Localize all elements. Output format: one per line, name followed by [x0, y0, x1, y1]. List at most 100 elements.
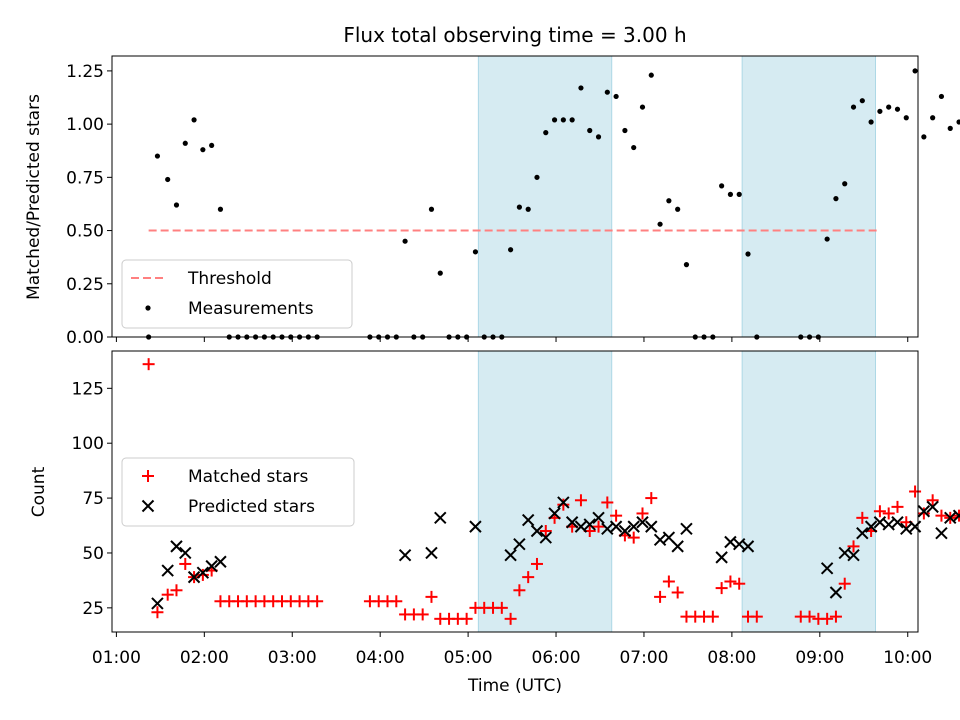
chart-title: Flux total observing time = 3.00 h: [343, 23, 686, 47]
shaded-interval: [741, 350, 877, 633]
legend-measurement-swatch: [145, 305, 151, 311]
top-ytick-label: 1.25: [66, 62, 104, 82]
bottom-ytick-label: 75: [82, 489, 104, 509]
matched-star-point: [829, 610, 842, 623]
matched-star-point: [847, 540, 860, 553]
measurement-point: [560, 117, 566, 123]
matched-star-point: [627, 531, 640, 544]
matched-star-point: [856, 511, 869, 524]
top-ytick-label: 0.25: [66, 275, 104, 295]
predicted-star-point: [856, 527, 869, 540]
predicted-star-point: [636, 516, 649, 529]
measurement-point: [666, 198, 672, 204]
legend-label: Threshold: [187, 269, 272, 289]
matched-star-point: [161, 588, 174, 601]
predicted-star-point: [151, 597, 164, 610]
measurement-point: [947, 125, 953, 131]
measurement-point: [578, 85, 584, 91]
measurement-point: [639, 104, 646, 110]
predicted-star-point: [715, 551, 728, 564]
x-axis-label: Time (UTC): [467, 676, 562, 696]
predicted-star-point: [671, 540, 684, 553]
top-ytick-label: 0.00: [66, 328, 104, 348]
measurement-point: [534, 174, 540, 180]
predicted-star-point: [926, 500, 939, 514]
top-y-axis-label: Matched/Predicted stars: [24, 94, 44, 300]
predicted-star-point: [179, 546, 192, 560]
measurement-point: [543, 130, 549, 136]
measurement-point: [833, 196, 839, 202]
matched-star-point: [935, 509, 948, 522]
matched-star-point: [592, 520, 605, 533]
predicted-star-point: [521, 513, 535, 527]
matched-star-point: [750, 610, 763, 623]
measurement-point: [173, 202, 180, 208]
bottom-series: [142, 358, 960, 625]
matched-star-point: [179, 557, 192, 570]
predicted-star-point: [829, 586, 843, 599]
predicted-star-point: [891, 516, 904, 529]
top-ytick-label: 0.50: [66, 222, 104, 242]
matched-star-point: [654, 590, 667, 603]
xtick-label: 08:00: [707, 648, 756, 668]
matched-star-point: [425, 590, 438, 603]
measurement-point: [428, 206, 435, 212]
predicted-star-point: [161, 564, 174, 577]
matched-star-point: [803, 610, 816, 623]
predicted-star-point: [469, 520, 482, 533]
predicted-star-point: [627, 520, 640, 533]
matched-star-point: [495, 601, 508, 614]
predicted-star-point: [847, 548, 860, 562]
bottom-shaded-intervals: [477, 350, 877, 633]
shaded-interval: [477, 350, 613, 633]
top-legend: Threshold Measurements: [121, 259, 353, 329]
predicted-star-point: [513, 537, 526, 551]
xtick-label: 03:00: [268, 648, 317, 668]
predicted-star-point: [864, 520, 878, 533]
matched-star-point: [539, 525, 552, 538]
xtick-label: 07:00: [619, 648, 668, 668]
measurement-point: [675, 206, 681, 212]
matched-star-point: [671, 586, 684, 599]
measurement-point: [824, 236, 830, 242]
xtick-label: 06:00: [532, 648, 581, 668]
predicted-star-point: [820, 562, 834, 575]
measurement-point: [587, 127, 593, 134]
legend-matched-swatch: [142, 470, 154, 482]
predicted-star-point: [917, 505, 931, 518]
legend-label: Matched stars: [188, 467, 308, 487]
measurement-point: [921, 134, 927, 140]
matched-star-point: [311, 595, 324, 608]
measurement-point: [595, 134, 602, 140]
legend-box: [121, 457, 355, 527]
predicted-star-point: [196, 566, 210, 579]
predicted-star-point: [170, 540, 183, 553]
matched-star-point: [170, 584, 183, 597]
xtick-label: 04:00: [356, 648, 405, 668]
predicted-star-point: [530, 524, 544, 538]
predicted-star-point: [434, 511, 447, 525]
matched-star-point: [513, 584, 526, 597]
top-y-ticks: 0.00 0.25 0.50 0.75 1.00 1.25: [66, 62, 112, 348]
bottom-ytick-label: 25: [82, 599, 104, 619]
predicted-star-point: [565, 516, 579, 529]
matched-star-point: [662, 575, 675, 588]
measurement-point: [877, 108, 883, 114]
predicted-star-point: [548, 507, 561, 520]
measurement-point: [727, 191, 734, 197]
measurement-point: [648, 72, 654, 78]
measurement-point: [209, 142, 215, 149]
matched-star-point: [917, 507, 930, 520]
xtick-label: 05:00: [444, 648, 493, 668]
measurement-point: [719, 183, 725, 189]
measurement-point: [508, 247, 514, 253]
matched-star-point: [821, 612, 834, 625]
measurement-point: [938, 93, 945, 100]
measurement-point: [903, 115, 909, 121]
measurement-point: [437, 270, 443, 276]
measurement-point: [402, 238, 408, 244]
measurement-point: [525, 206, 531, 212]
top-panel: 0.00 0.25 0.50 0.75 1.00 1.25 Matched/Predict…: [24, 55, 960, 348]
measurement-point: [868, 119, 874, 125]
